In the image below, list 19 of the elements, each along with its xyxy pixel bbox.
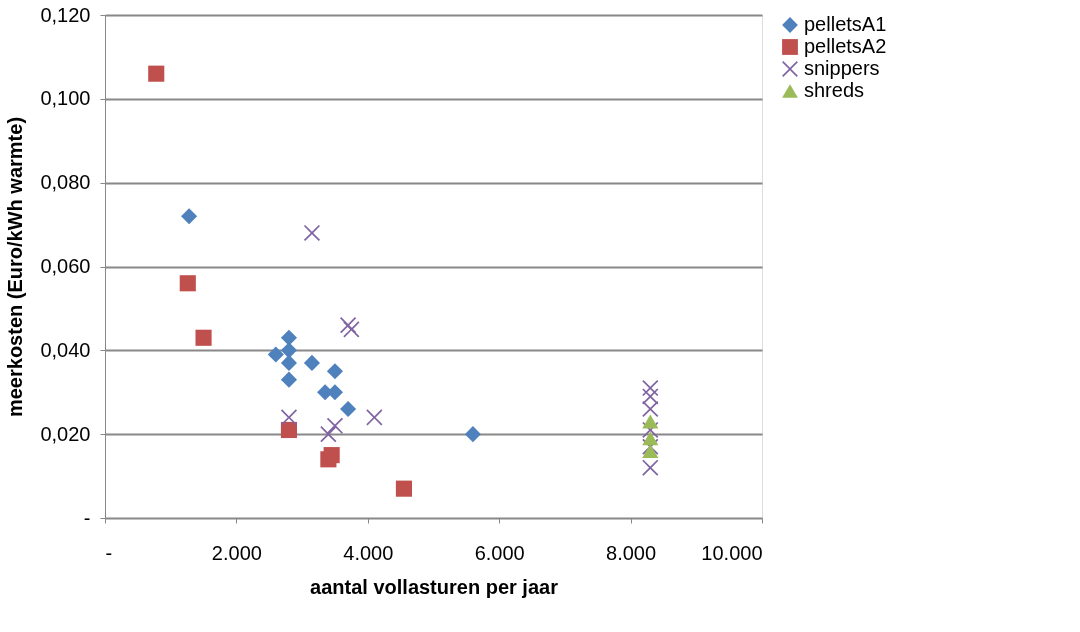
y-tick-label: 0,040: [40, 338, 91, 361]
y-axis-title: meerkosten (Euro/kWh warmte): [4, 116, 27, 418]
y-tick-label: 0,060: [40, 255, 91, 277]
x-tick-label: 10.000: [701, 541, 763, 564]
x-tick-label: 6.000: [474, 541, 525, 564]
x-axis-title: aantal vollasturen per jaar: [310, 575, 559, 598]
y-tick-label: 0,080: [40, 171, 91, 194]
y-tick-label: 0,020: [40, 422, 91, 445]
legend-label: shreds: [804, 79, 865, 101]
x-tick-label: -: [105, 541, 113, 564]
x-tick-label: 4.000: [343, 541, 394, 564]
x-tick-label: 2.000: [211, 541, 262, 564]
y-tick-label: 0,120: [40, 3, 91, 26]
legend-label: snippers: [804, 57, 880, 79]
y-tick-label: 0,100: [40, 87, 91, 110]
y-tick-label: -: [83, 506, 91, 529]
legend-label: pelletsA2: [804, 35, 887, 57]
legend-label: pelletsA1: [804, 13, 887, 35]
x-tick-label: 8.000: [606, 541, 657, 564]
